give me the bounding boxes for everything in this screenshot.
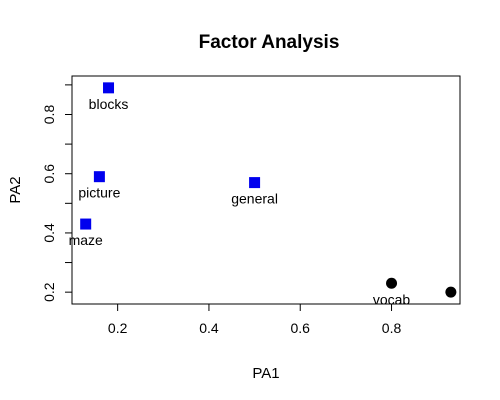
data-point-circle xyxy=(386,277,398,289)
point-label: general xyxy=(231,191,278,207)
data-point-square xyxy=(93,171,105,183)
data-point-square xyxy=(103,82,115,94)
point-label: vocab xyxy=(373,291,411,307)
point-label: blocks xyxy=(89,96,129,112)
point-labels: blocks picture general maze vocab xyxy=(69,96,411,307)
plot-frame xyxy=(71,75,461,305)
x-tick-label: 0.6 xyxy=(291,320,311,336)
y-axis: 0.2 0.4 0.6 0.8 xyxy=(41,84,72,302)
x-tick-label: 0.8 xyxy=(382,320,402,336)
chart-title: Factor Analysis xyxy=(199,32,340,53)
x-tick-label: 0.4 xyxy=(199,320,219,336)
y-tick-label: 0.6 xyxy=(41,164,57,184)
data-point-square xyxy=(249,177,261,189)
point-label: maze xyxy=(69,232,103,248)
y-tick-label: 0.2 xyxy=(41,282,57,302)
y-tick-label: 0.8 xyxy=(41,105,57,125)
x-axis: 0.2 0.4 0.6 0.8 xyxy=(108,304,402,336)
data-points xyxy=(80,82,457,298)
x-axis-title: PA1 xyxy=(252,365,279,382)
point-label: picture xyxy=(78,185,120,201)
y-axis-title: PA2 xyxy=(7,176,24,203)
data-point-square xyxy=(80,218,92,230)
data-point-circle xyxy=(445,286,457,298)
x-tick-label: 0.2 xyxy=(108,320,128,336)
y-tick-label: 0.4 xyxy=(41,223,57,243)
